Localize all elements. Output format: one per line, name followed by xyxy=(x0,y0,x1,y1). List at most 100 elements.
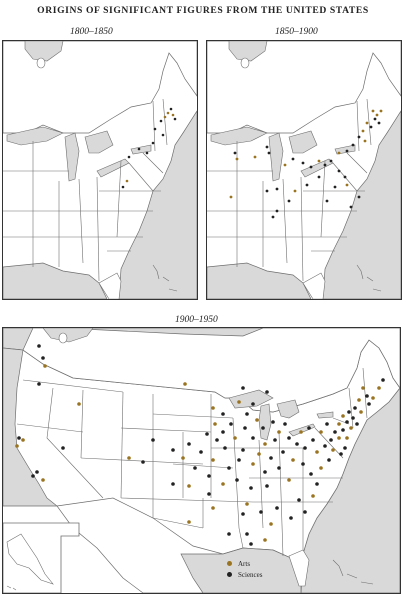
arts-point xyxy=(371,109,375,113)
florida xyxy=(288,549,310,587)
legend-item-arts: Arts xyxy=(227,558,263,569)
sciences-point xyxy=(351,416,355,420)
florida xyxy=(98,272,122,299)
lake-michigan xyxy=(258,403,272,441)
sciences-point xyxy=(153,127,157,131)
arts-point xyxy=(283,163,287,167)
state-borders xyxy=(207,98,372,282)
arts-point xyxy=(41,478,45,482)
sciences-point xyxy=(337,169,341,173)
legend-item-sciences: Sciences xyxy=(227,569,263,580)
sciences-point xyxy=(295,442,299,446)
sciences-point xyxy=(137,147,141,151)
arts-point xyxy=(15,444,19,448)
sciences-point xyxy=(323,163,327,167)
sciences-point xyxy=(207,492,211,496)
lake-michigan xyxy=(64,132,80,182)
sciences-point xyxy=(343,175,347,179)
gulf-of-mexico xyxy=(3,262,108,299)
sciences-point xyxy=(61,446,65,450)
sciences-point xyxy=(333,185,337,189)
sciences-point xyxy=(249,542,253,546)
map-2-period-label: 1850–1900 xyxy=(275,27,318,37)
sciences-point xyxy=(127,155,131,159)
sciences-point xyxy=(303,446,307,450)
lake-superior xyxy=(228,389,274,409)
sciences-point xyxy=(171,482,175,486)
sciences-point xyxy=(227,466,231,470)
arts-point xyxy=(211,506,215,510)
arts-point xyxy=(187,520,191,524)
sciences-point xyxy=(241,386,245,390)
arts-point xyxy=(255,418,259,422)
sciences-point xyxy=(241,512,245,516)
sciences-point xyxy=(271,215,275,219)
arts-point xyxy=(371,396,375,400)
sciences-point xyxy=(223,446,227,450)
canada-region xyxy=(3,41,197,134)
state-borders xyxy=(16,367,368,557)
sciences-point xyxy=(303,510,307,514)
arts-swatch xyxy=(227,561,232,566)
sciences-point xyxy=(353,406,357,410)
arts-point xyxy=(361,386,365,390)
lake-huron xyxy=(276,399,300,419)
arts-point xyxy=(183,382,187,386)
sciences-point xyxy=(261,426,265,430)
sciences-point xyxy=(327,458,331,462)
hudson-bay xyxy=(228,41,268,62)
sciences-point xyxy=(273,438,277,442)
sciences-point xyxy=(343,446,347,450)
sciences-point xyxy=(173,117,177,121)
sciences-point xyxy=(159,119,163,123)
arts-point xyxy=(253,155,257,159)
sciences-point xyxy=(305,183,309,187)
arts-point xyxy=(245,502,249,506)
bahamas xyxy=(152,264,178,292)
sciences-point xyxy=(169,107,173,111)
pacific-ocean xyxy=(3,347,58,507)
caribbean-islands xyxy=(332,559,374,585)
arts-point xyxy=(127,456,131,460)
arts-point xyxy=(315,450,319,454)
state-borders xyxy=(3,98,168,282)
sciences-point xyxy=(171,448,175,452)
canada-region xyxy=(207,41,401,134)
arts-point xyxy=(349,426,353,430)
sciences-point xyxy=(263,470,267,474)
lake-michigan xyxy=(268,132,284,182)
sciences-point xyxy=(341,428,345,432)
sciences-point xyxy=(269,456,273,460)
sciences-point xyxy=(31,474,35,478)
sciences-point xyxy=(161,133,165,137)
map-1900-1950 xyxy=(2,327,401,594)
arts-point xyxy=(331,448,335,452)
sciences-point xyxy=(277,466,281,470)
lake-ontario xyxy=(316,411,334,419)
small-island xyxy=(58,332,68,344)
arts-point xyxy=(377,386,381,390)
sciences-point xyxy=(281,450,285,454)
sciences-point xyxy=(345,420,349,424)
small-island xyxy=(240,57,250,69)
sciences-point xyxy=(251,402,255,406)
arts-point xyxy=(319,430,323,434)
sciences-swatch xyxy=(227,572,232,577)
arts-point xyxy=(337,151,341,155)
sciences-point xyxy=(227,532,231,536)
arts-point xyxy=(235,157,239,161)
arts-point xyxy=(251,462,255,466)
sciences-point xyxy=(37,344,41,348)
arts-point xyxy=(77,402,81,406)
map-1850-1900 xyxy=(206,40,402,300)
arts-point xyxy=(166,111,170,115)
arts-point xyxy=(299,430,303,434)
sciences-point xyxy=(221,430,225,434)
arts-point xyxy=(257,452,261,456)
sciences-point xyxy=(325,199,329,203)
sciences-point xyxy=(267,151,271,155)
sciences-point xyxy=(35,470,39,474)
sciences-point xyxy=(309,472,313,476)
sciences-point xyxy=(325,422,329,426)
sciences-point xyxy=(317,175,321,179)
